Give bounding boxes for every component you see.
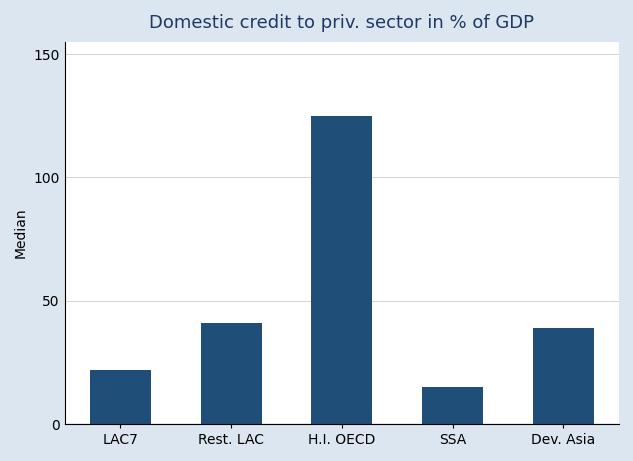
Y-axis label: Median: Median — [14, 207, 28, 258]
Bar — [422, 387, 483, 424]
Bar — [90, 370, 151, 424]
Bar — [201, 323, 261, 424]
Bar — [311, 116, 372, 424]
Title: Domestic credit to priv. sector in % of GDP: Domestic credit to priv. sector in % of … — [149, 14, 534, 32]
Bar — [533, 328, 594, 424]
